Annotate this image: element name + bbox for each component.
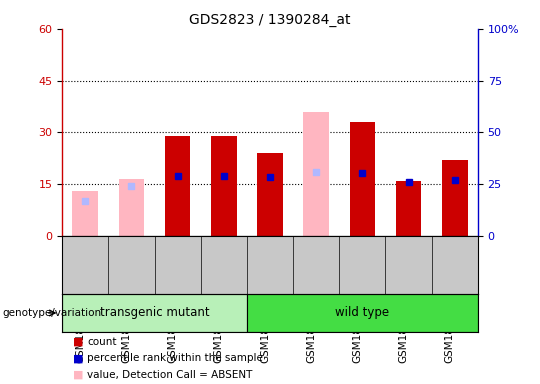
Text: count: count: [87, 337, 117, 347]
Text: GDS2823 / 1390284_at: GDS2823 / 1390284_at: [189, 13, 351, 27]
Bar: [119, 179, 144, 236]
Bar: [247, 294, 478, 332]
Text: ■: ■: [73, 370, 83, 380]
Bar: [165, 136, 190, 236]
Bar: [442, 160, 468, 236]
Text: percentile rank within the sample: percentile rank within the sample: [87, 353, 264, 363]
Bar: [72, 191, 98, 236]
Bar: [396, 181, 421, 236]
Text: ■: ■: [73, 353, 83, 363]
Text: genotype/variation: genotype/variation: [3, 308, 102, 318]
Bar: [303, 112, 329, 236]
Bar: [62, 294, 247, 332]
Bar: [257, 153, 283, 236]
Text: transgenic mutant: transgenic mutant: [100, 306, 210, 319]
Text: ■: ■: [73, 337, 83, 347]
Text: value, Detection Call = ABSENT: value, Detection Call = ABSENT: [87, 370, 253, 380]
Text: wild type: wild type: [335, 306, 389, 319]
Bar: [211, 136, 237, 236]
Bar: [350, 122, 375, 236]
